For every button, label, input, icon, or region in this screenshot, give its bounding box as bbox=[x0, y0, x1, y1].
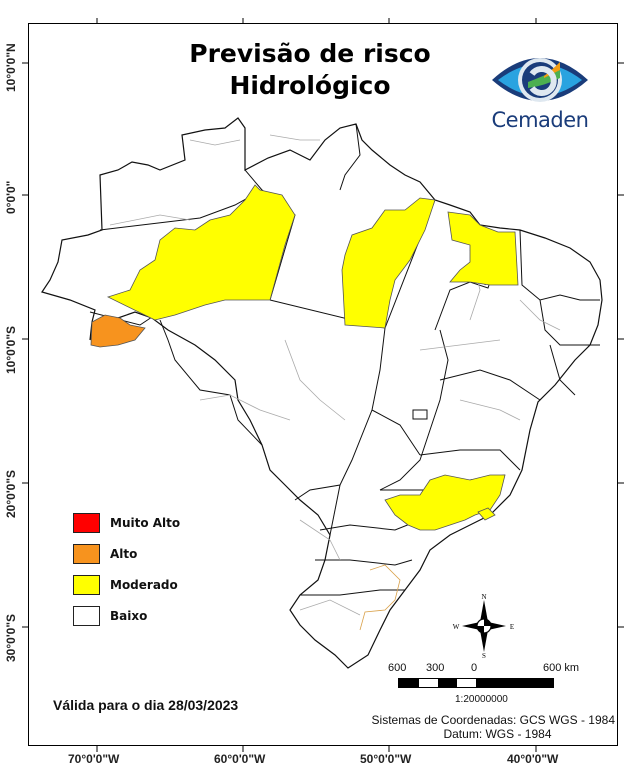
lon-label-40w: 40°0'0"W bbox=[507, 752, 559, 766]
valid-date: Válida para o dia 28/03/2023 bbox=[53, 697, 239, 713]
highlighted-mesoregion-borders bbox=[359, 564, 401, 631]
legend-swatch-yellow bbox=[73, 574, 100, 595]
scale-ratio: 1:20000000 bbox=[455, 694, 508, 705]
scale-label-0: 0 bbox=[471, 662, 478, 674]
lat-label-10s: 10°0'0"S bbox=[4, 325, 18, 374]
legend-swatch-white bbox=[73, 605, 100, 626]
mesoregion-borders bbox=[109, 134, 561, 616]
compass-n: N bbox=[481, 594, 486, 601]
scale-bar bbox=[398, 678, 554, 688]
coordinate-system-line: Sistemas de Coordenadas: GCS WGS - 1984 bbox=[371, 713, 615, 727]
legend-label: Baixo bbox=[110, 608, 148, 623]
lat-label-30s: 30°0'0"S bbox=[4, 613, 18, 662]
legend-swatch-red bbox=[73, 512, 100, 533]
legend-item-alto: Alto bbox=[73, 538, 180, 569]
cemaden-eye-icon bbox=[492, 58, 588, 102]
legend-label: Muito Alto bbox=[110, 515, 181, 530]
legend-item-baixo: Baixo bbox=[73, 600, 180, 631]
legend-item-muito-alto: Muito Alto bbox=[73, 507, 180, 538]
title-line-1: Previsão de risco bbox=[189, 39, 431, 68]
lon-label-60w: 60°0'0"W bbox=[214, 752, 266, 766]
compass-e: E bbox=[510, 623, 514, 631]
map-frame bbox=[28, 23, 618, 746]
lon-label-70w: 70°0'0"W bbox=[68, 752, 120, 766]
cemaden-logo: Cemaden bbox=[484, 48, 596, 138]
legend-label: Moderado bbox=[110, 577, 178, 592]
legend-label: Alto bbox=[110, 546, 138, 561]
lat-label-0: 0°0'0" bbox=[4, 180, 18, 214]
legend: Muito Alto Alto Moderado Baixo bbox=[73, 507, 180, 631]
compass-s: S bbox=[482, 652, 486, 658]
logo-text: Cemaden bbox=[491, 108, 589, 132]
scale-label-600-right: 600 km bbox=[543, 662, 580, 674]
coordinate-system: Sistemas de Coordenadas: GCS WGS - 1984 … bbox=[340, 713, 615, 741]
risk-area-alto bbox=[90, 314, 146, 348]
legend-item-moderado: Moderado bbox=[73, 569, 180, 600]
north-arrow-compass-icon: N S W E bbox=[453, 594, 514, 658]
lat-label-10n: 10°0'0"N bbox=[4, 43, 18, 92]
lon-label-50w: 50°0'0"W bbox=[360, 752, 412, 766]
datum-line: Datum: WGS - 1984 bbox=[443, 727, 552, 741]
compass-w: W bbox=[453, 623, 460, 631]
legend-swatch-orange bbox=[73, 543, 100, 564]
map-title: Previsão de risco Hidrológico bbox=[150, 38, 470, 102]
lat-label-20s: 20°0'0"S bbox=[4, 469, 18, 518]
axis-ticks bbox=[22, 18, 624, 752]
title-line-2: Hidrológico bbox=[229, 71, 391, 100]
scale-label-300: 300 bbox=[426, 662, 445, 674]
risk-areas-moderado bbox=[106, 184, 519, 531]
scale-label-600-left: 600 bbox=[388, 662, 407, 674]
